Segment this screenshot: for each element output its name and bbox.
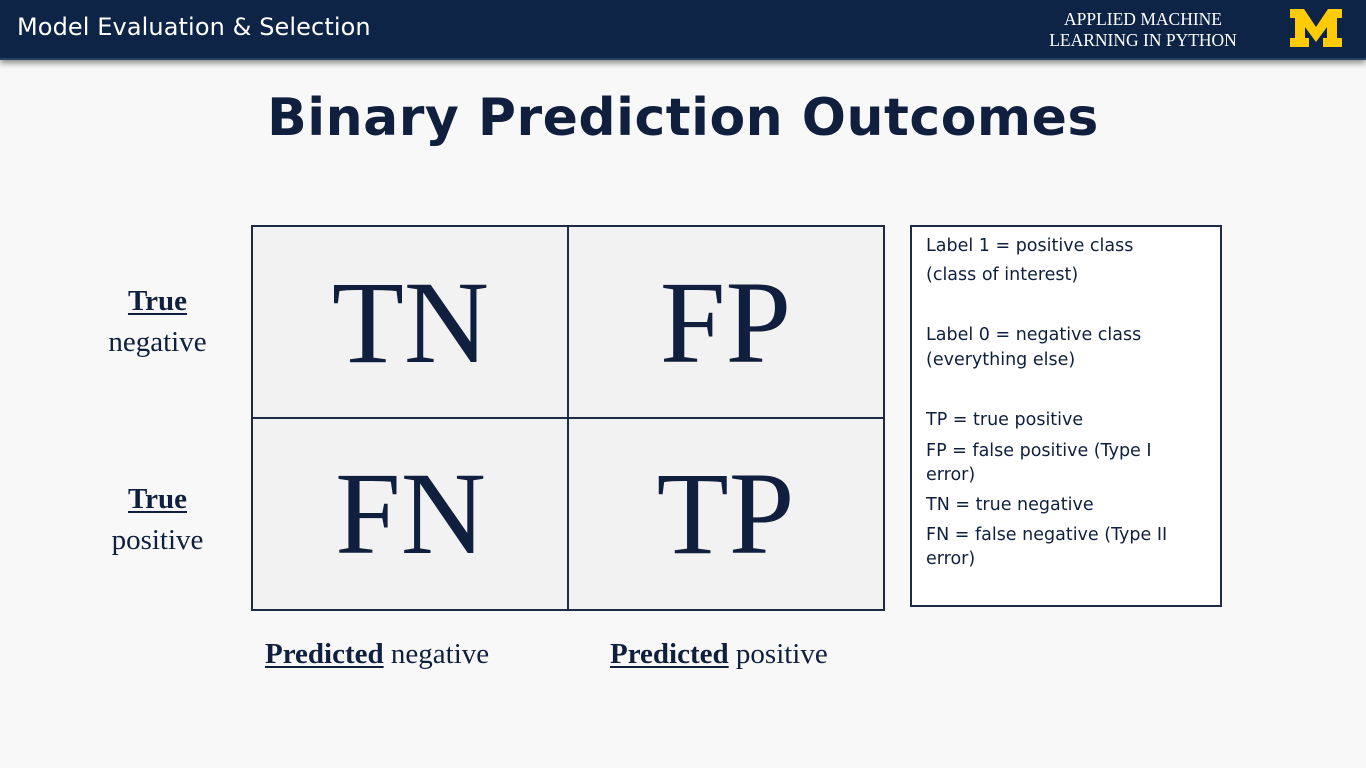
- university-m-logo: [1290, 9, 1342, 47]
- cell-true-positive: TP: [656, 447, 795, 579]
- fp-definition-continued: error): [926, 465, 976, 485]
- definitions-box: Label 1 = positive class (class of inter…: [910, 225, 1222, 607]
- column-label-bold: Predicted: [265, 638, 384, 670]
- fp-definition: FP = false positive (Type I: [926, 441, 1152, 461]
- course-name-line-1: APPLIED MACHINE: [1064, 9, 1222, 29]
- matrix-horizontal-divider: [253, 417, 883, 419]
- label-1-definition: Label 1 = positive class: [926, 236, 1134, 256]
- row-label-true-negative: True negative: [85, 281, 230, 363]
- column-label-predicted-negative: Predicted negative: [265, 638, 489, 671]
- slide-title: Binary Prediction Outcomes: [267, 88, 1099, 148]
- fn-definition: FN = false negative (Type II: [926, 525, 1168, 545]
- column-label-bold: Predicted: [610, 638, 729, 670]
- column-label-plain: negative: [390, 638, 490, 670]
- cell-true-negative: TN: [331, 256, 490, 388]
- cell-false-negative: FN: [335, 447, 486, 579]
- column-label-plain: positive: [735, 638, 828, 670]
- column-label-predicted-positive: Predicted positive: [610, 638, 828, 671]
- label-0-definition: Label 0 = negative class: [926, 325, 1142, 345]
- row-label-plain: negative: [108, 326, 207, 358]
- cell-false-positive: FP: [659, 256, 792, 388]
- row-label-true-positive: True positive: [85, 479, 230, 561]
- confusion-matrix: TN FP FN TP: [251, 225, 885, 611]
- course-name-line-2: LEARNING IN PYTHON: [1049, 30, 1237, 50]
- row-label-plain: positive: [111, 524, 204, 556]
- course-name: APPLIED MACHINE LEARNING IN PYTHON: [1028, 9, 1258, 51]
- label-0-note: (everything else): [926, 350, 1076, 370]
- tp-definition: TP = true positive: [926, 410, 1084, 430]
- tn-definition: TN = true negative: [926, 495, 1094, 515]
- label-1-note: (class of interest): [926, 265, 1079, 285]
- lecture-section-title: Model Evaluation & Selection: [17, 13, 371, 41]
- row-label-bold: True: [127, 285, 188, 317]
- header-bar: Model Evaluation & Selection APPLIED MAC…: [0, 0, 1366, 60]
- fn-definition-continued: error): [926, 549, 976, 569]
- row-label-bold: True: [127, 483, 188, 515]
